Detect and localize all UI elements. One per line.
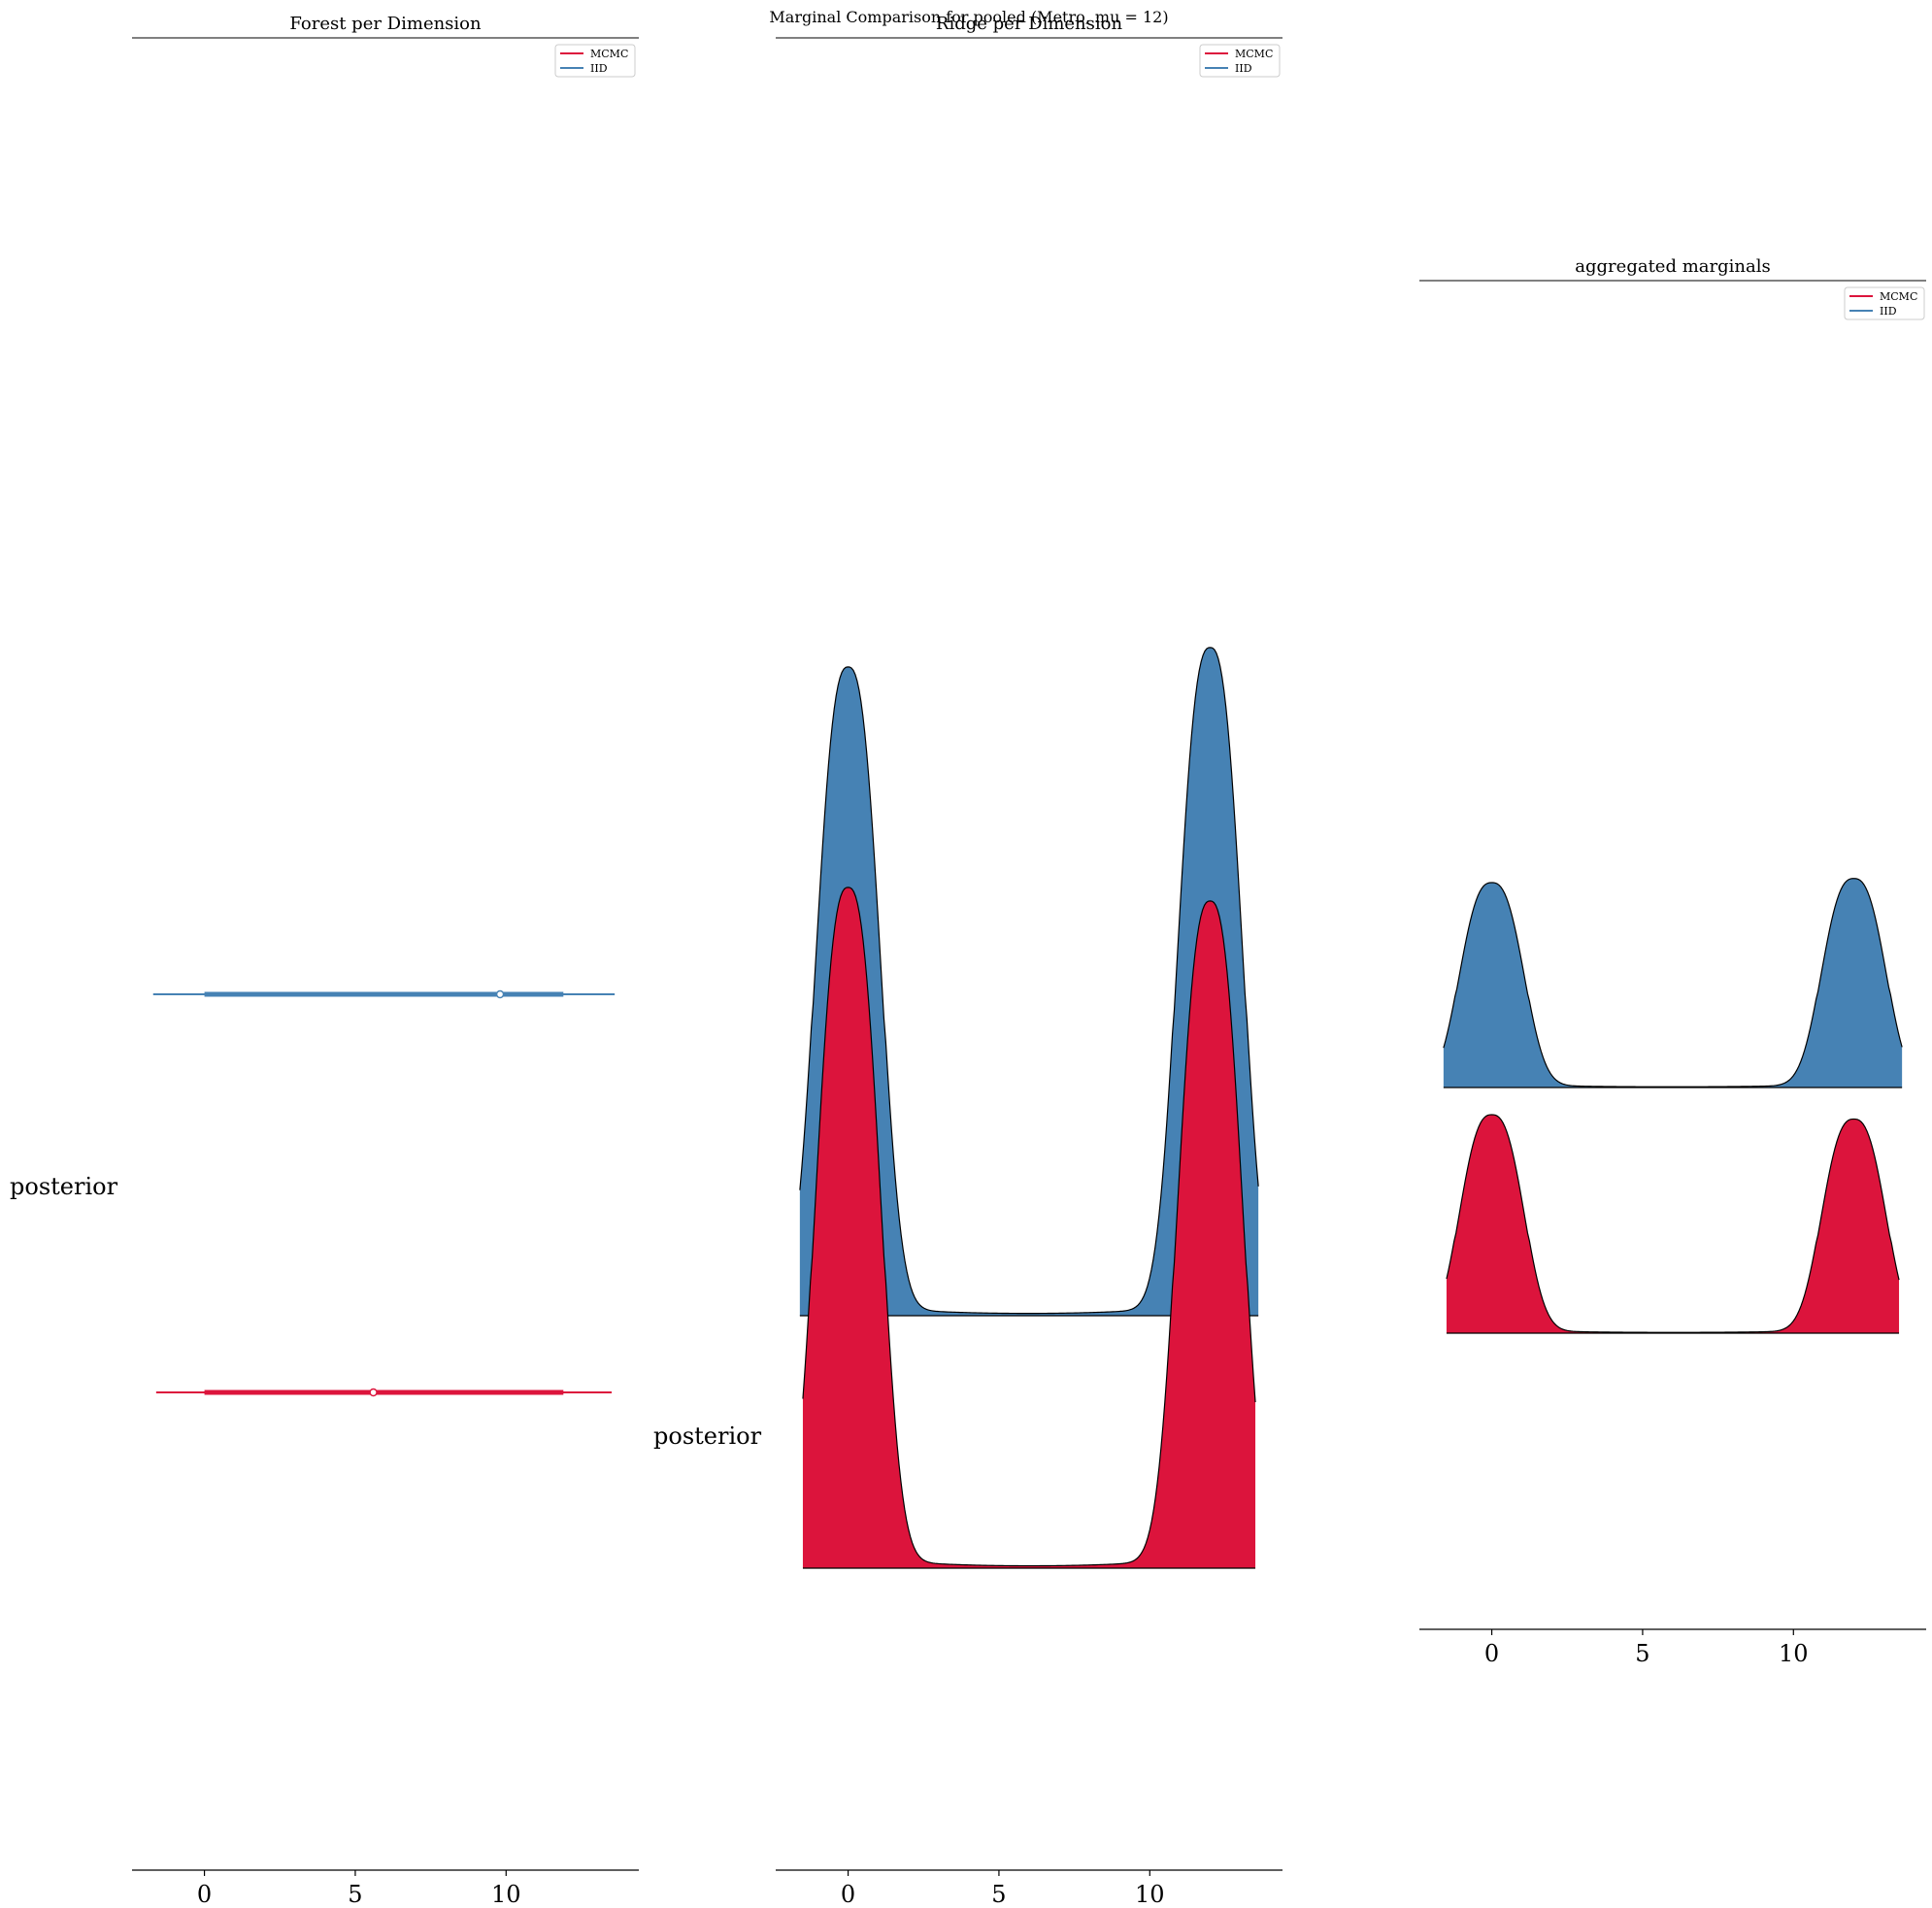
legend-label-mcmc: MCMC <box>590 48 628 60</box>
series-mcmc <box>802 887 1256 1569</box>
legend: MCMC IID <box>1199 44 1281 78</box>
point-estimate <box>495 989 505 999</box>
legend: MCMC IID <box>554 44 636 78</box>
density-outline <box>1446 1114 1900 1333</box>
legend-label-mcmc: MCMC <box>1880 290 1917 303</box>
series-iid <box>1443 878 1903 1088</box>
x-tick-label: 5 <box>1635 1640 1649 1667</box>
density-outline <box>799 647 1259 1315</box>
x-tick-label: 10 <box>1135 1881 1165 1908</box>
legend: MCMC IID <box>1844 286 1925 320</box>
legend-label-mcmc: MCMC <box>1235 48 1273 60</box>
category-label: posterior <box>653 1423 762 1450</box>
series-iid <box>152 989 616 999</box>
panel-title: Ridge per Dimension <box>936 14 1123 34</box>
panel-title: Forest per Dimension <box>289 14 482 34</box>
x-tick-label: 10 <box>1779 1640 1809 1667</box>
density-fill <box>802 887 1256 1568</box>
density-fill <box>1446 1114 1900 1333</box>
x-tick-label: 0 <box>1484 1640 1499 1667</box>
x-axis: 0 5 10 <box>132 1869 639 1908</box>
x-axis: 0 5 10 <box>776 1869 1282 1908</box>
panel-1: Forest per Dimension posterior MCMC IID 0 5 10 <box>10 14 639 1908</box>
category-label: posterior <box>10 1173 118 1200</box>
figure-suptitle: Marginal Comparison for pooled (Metro, m… <box>769 8 1168 26</box>
x-tick-label: 0 <box>841 1881 855 1908</box>
x-tick-label: 10 <box>491 1881 521 1908</box>
panel-2: Ridge per Dimension posterior MCMC IID 0 5 10 <box>653 14 1282 1908</box>
legend-label-iid: IID <box>1880 305 1897 318</box>
series-mcmc <box>155 1388 613 1397</box>
density-outline <box>802 887 1256 1567</box>
x-axis: 0 5 10 <box>1419 1628 1926 1667</box>
panel-title: aggregated marginals <box>1575 256 1770 277</box>
x-tick-label: 5 <box>348 1881 362 1908</box>
density-fill <box>1443 878 1903 1088</box>
point-estimate <box>369 1388 378 1397</box>
panel-3: aggregated marginals MCMC IID 0 5 10 <box>1419 256 1926 1667</box>
series-mcmc <box>1446 1114 1900 1334</box>
x-tick-label: 5 <box>991 1881 1006 1908</box>
legend-label-iid: IID <box>590 62 608 75</box>
density-outline <box>1443 878 1903 1088</box>
panels: Forest per Dimension posterior MCMC IID 0 5 10… <box>10 14 1926 1908</box>
x-tick-label: 0 <box>197 1881 212 1908</box>
legend-label-iid: IID <box>1235 62 1252 75</box>
